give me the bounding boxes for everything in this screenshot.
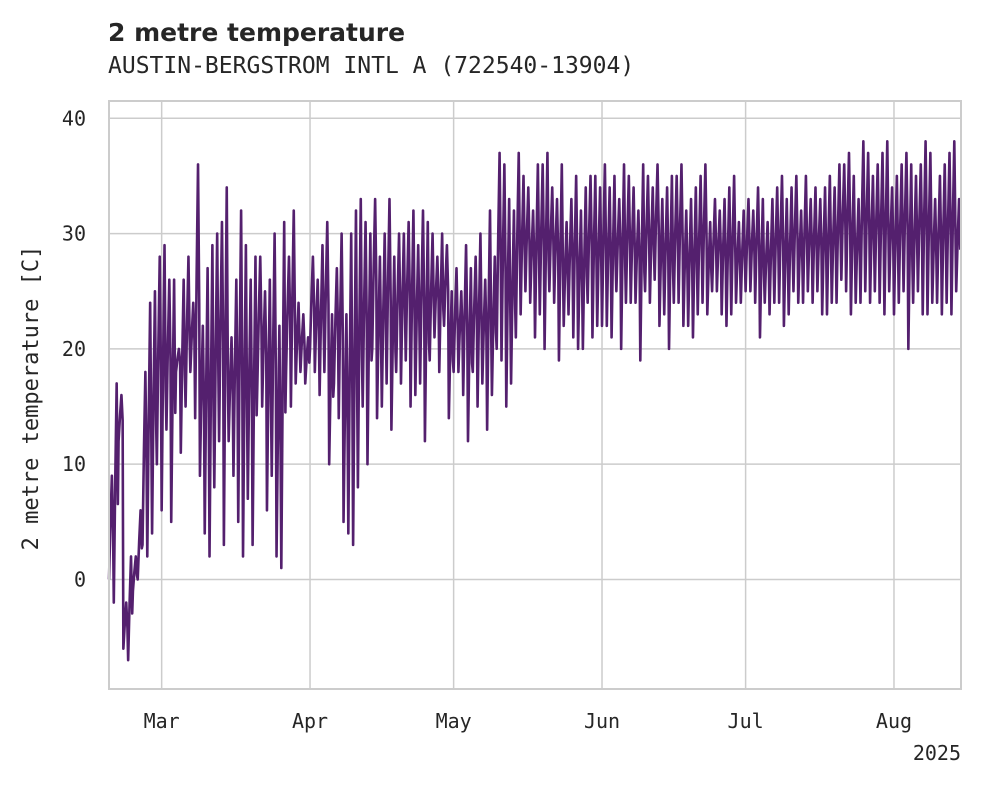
chart-subtitle: AUSTIN-BERGSTROM INTL A (722540-13904) bbox=[108, 53, 634, 79]
y-tick-label-30: 30 bbox=[62, 222, 86, 246]
y-tick-label-40: 40 bbox=[62, 106, 86, 130]
x-tick-label-apr: Apr bbox=[292, 709, 328, 733]
x-tick-label-mar: Mar bbox=[144, 709, 180, 733]
x-axis: Mar Apr May Jun Jul Aug bbox=[144, 709, 912, 733]
x-axis-year-label: 2025 bbox=[913, 741, 961, 765]
y-axis-label: 2 metre temperature [C] bbox=[19, 246, 44, 551]
temperature-series-line bbox=[107, 140, 962, 662]
x-tick-label-may: May bbox=[436, 709, 472, 733]
chart-title: 2 metre temperature bbox=[108, 18, 405, 47]
x-tick-label-jun: Jun bbox=[584, 709, 620, 733]
x-tick-label-jul: Jul bbox=[728, 709, 764, 733]
series-layer bbox=[107, 140, 962, 662]
x-tick-label-aug: Aug bbox=[876, 709, 912, 733]
plot-frame bbox=[108, 100, 962, 690]
y-axis: 0 10 20 30 40 bbox=[62, 106, 86, 591]
y-tick-label-10: 10 bbox=[62, 452, 86, 476]
y-tick-label-0: 0 bbox=[74, 567, 86, 591]
y-tick-label-20: 20 bbox=[62, 337, 86, 361]
